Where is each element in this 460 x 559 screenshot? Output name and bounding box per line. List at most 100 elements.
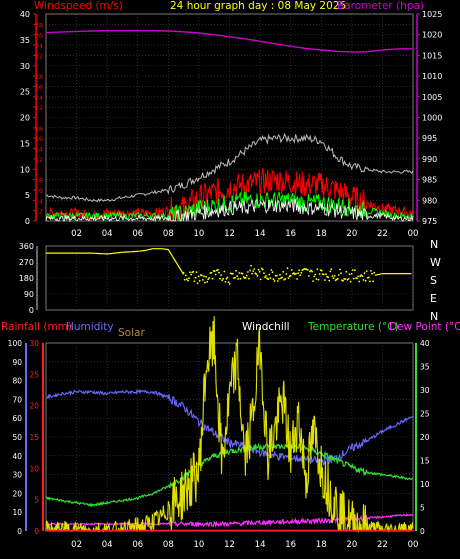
temperature-tick-label: 5 bbox=[420, 504, 425, 513]
wind-direction-point bbox=[190, 273, 193, 276]
wind-direction-point bbox=[245, 274, 248, 277]
windspeed-tick-label-minor: 22 bbox=[35, 104, 43, 112]
wind-direction-point bbox=[340, 272, 342, 275]
direction-tick-label: 0 bbox=[29, 306, 34, 315]
barometer-tick-label: 1015 bbox=[422, 51, 442, 60]
x-tick-label-wind: 22 bbox=[377, 229, 388, 239]
wind-direction-point bbox=[257, 268, 260, 271]
wind-direction-point bbox=[267, 278, 270, 281]
wind-direction-point bbox=[344, 278, 347, 280]
wind-direction-point bbox=[207, 278, 210, 281]
solar-line bbox=[45, 316, 414, 533]
wind-direction-point bbox=[202, 279, 204, 281]
windspeed-tick-label-minor: 28 bbox=[35, 73, 43, 81]
wind-direction-point bbox=[223, 270, 226, 273]
wind-direction-point bbox=[225, 277, 228, 280]
rainfall-tick-label: 15 bbox=[29, 433, 39, 442]
wind-direction-point bbox=[285, 273, 288, 275]
wind-direction-point bbox=[296, 278, 298, 280]
direction-tick-label: 270 bbox=[19, 258, 34, 267]
wind-direction-point bbox=[327, 276, 329, 279]
temperature-tick-label: 35 bbox=[420, 363, 430, 372]
wind-direction-point bbox=[232, 272, 234, 275]
wind-direction-point bbox=[333, 274, 336, 277]
x-tick-label-wind: 06 bbox=[132, 229, 143, 239]
wind-direction-point bbox=[261, 268, 264, 271]
humidity-tick-label: 20 bbox=[12, 489, 22, 498]
windspeed-tick-label: 20 bbox=[20, 114, 30, 123]
wind-direction-point bbox=[278, 277, 280, 280]
wind-direction-point bbox=[210, 271, 213, 274]
x-tick-label-wind: 00 bbox=[408, 229, 419, 239]
compass-label-w: W bbox=[430, 256, 441, 269]
wind-direction-point bbox=[263, 272, 265, 274]
graph-title: 24 hour graph day : 08 May 2025 bbox=[170, 0, 346, 12]
x-tick-label-temperature: 14 bbox=[255, 540, 266, 550]
windspeed-tick-label-minor: 8 bbox=[39, 177, 43, 185]
wind-direction-point bbox=[352, 277, 355, 280]
wind-direction-point bbox=[362, 279, 365, 281]
rainfall-tick-label: 10 bbox=[29, 464, 39, 473]
direction-tick-label: 90 bbox=[24, 290, 34, 299]
wind-direction-point bbox=[309, 270, 311, 273]
wind-direction-point bbox=[198, 279, 201, 282]
wind-direction-point bbox=[235, 269, 238, 272]
wind-direction-point bbox=[226, 276, 229, 279]
x-tick-label-wind: 14 bbox=[255, 229, 266, 239]
x-tick-label-temperature: 18 bbox=[316, 540, 327, 550]
windspeed-axis-label: Windspeed (m/s) bbox=[34, 0, 123, 12]
wind-direction-point bbox=[214, 273, 217, 276]
wind-direction-point bbox=[196, 282, 199, 285]
direction-tick-label: 180 bbox=[19, 274, 34, 283]
temperature-tick-label: 25 bbox=[420, 410, 430, 419]
x-tick-label-temperature: 12 bbox=[224, 540, 235, 550]
wind-direction-point bbox=[295, 272, 297, 275]
wind-direction-point bbox=[182, 271, 185, 274]
wind-direction-point bbox=[299, 274, 302, 277]
windspeed-tick-label-minor: 14 bbox=[35, 146, 43, 154]
wind-direction-point bbox=[373, 271, 376, 274]
wind-direction-point bbox=[289, 274, 292, 277]
wind-direction-point bbox=[331, 275, 334, 277]
wind-direction-point bbox=[315, 278, 318, 280]
barometer-tick-label: 980 bbox=[422, 196, 437, 205]
windspeed-tick-label-minor: 2 bbox=[39, 208, 43, 216]
wind-direction-point bbox=[347, 278, 350, 280]
humidity-tick-label: 0 bbox=[17, 527, 22, 536]
windspeed-tick-label: 35 bbox=[20, 36, 30, 45]
wind-direction-point bbox=[250, 264, 253, 267]
wind-direction-point bbox=[312, 280, 314, 282]
wind-direction-point bbox=[264, 276, 266, 279]
wind-direction-point bbox=[204, 281, 206, 284]
wind-direction-point bbox=[208, 277, 211, 279]
humidity-axis-label: Humidity bbox=[66, 321, 114, 333]
barometer-tick-label: 995 bbox=[422, 134, 437, 143]
x-tick-label-wind: 18 bbox=[316, 229, 327, 239]
barometer-tick-label: 990 bbox=[422, 155, 437, 164]
wind-direction-point bbox=[287, 277, 290, 279]
wind-direction-point bbox=[318, 273, 321, 275]
wind-direction-point bbox=[273, 280, 276, 282]
wind-direction-point bbox=[238, 272, 241, 274]
windspeed-tick-label-minor: 32 bbox=[35, 52, 43, 60]
rainfall-tick-label: 20 bbox=[29, 402, 39, 411]
wind-direction-point bbox=[371, 272, 373, 275]
wind-direction-point bbox=[313, 275, 316, 278]
x-tick-label-wind: 20 bbox=[346, 229, 357, 239]
wind-direction-point bbox=[251, 272, 254, 275]
humidity-tick-label: 40 bbox=[12, 452, 22, 461]
wind-direction-point bbox=[200, 274, 203, 277]
x-tick-label-temperature: 02 bbox=[71, 540, 82, 550]
barometer-tick-label: 1020 bbox=[422, 31, 442, 40]
temperature-tick-label: 20 bbox=[420, 433, 430, 442]
wind-direction-point bbox=[244, 276, 247, 279]
wind-direction-point bbox=[220, 274, 223, 276]
chart-marks: 0510152025303540246812141618222426283234… bbox=[8, 10, 443, 550]
compass-label-n-top: N bbox=[430, 238, 438, 251]
wind-direction-point bbox=[325, 273, 327, 275]
wind-direction-point bbox=[328, 279, 331, 282]
barometer-tick-label: 1000 bbox=[422, 114, 442, 123]
humidity-tick-label: 50 bbox=[12, 433, 22, 442]
barometer-tick-label: 985 bbox=[422, 176, 437, 185]
